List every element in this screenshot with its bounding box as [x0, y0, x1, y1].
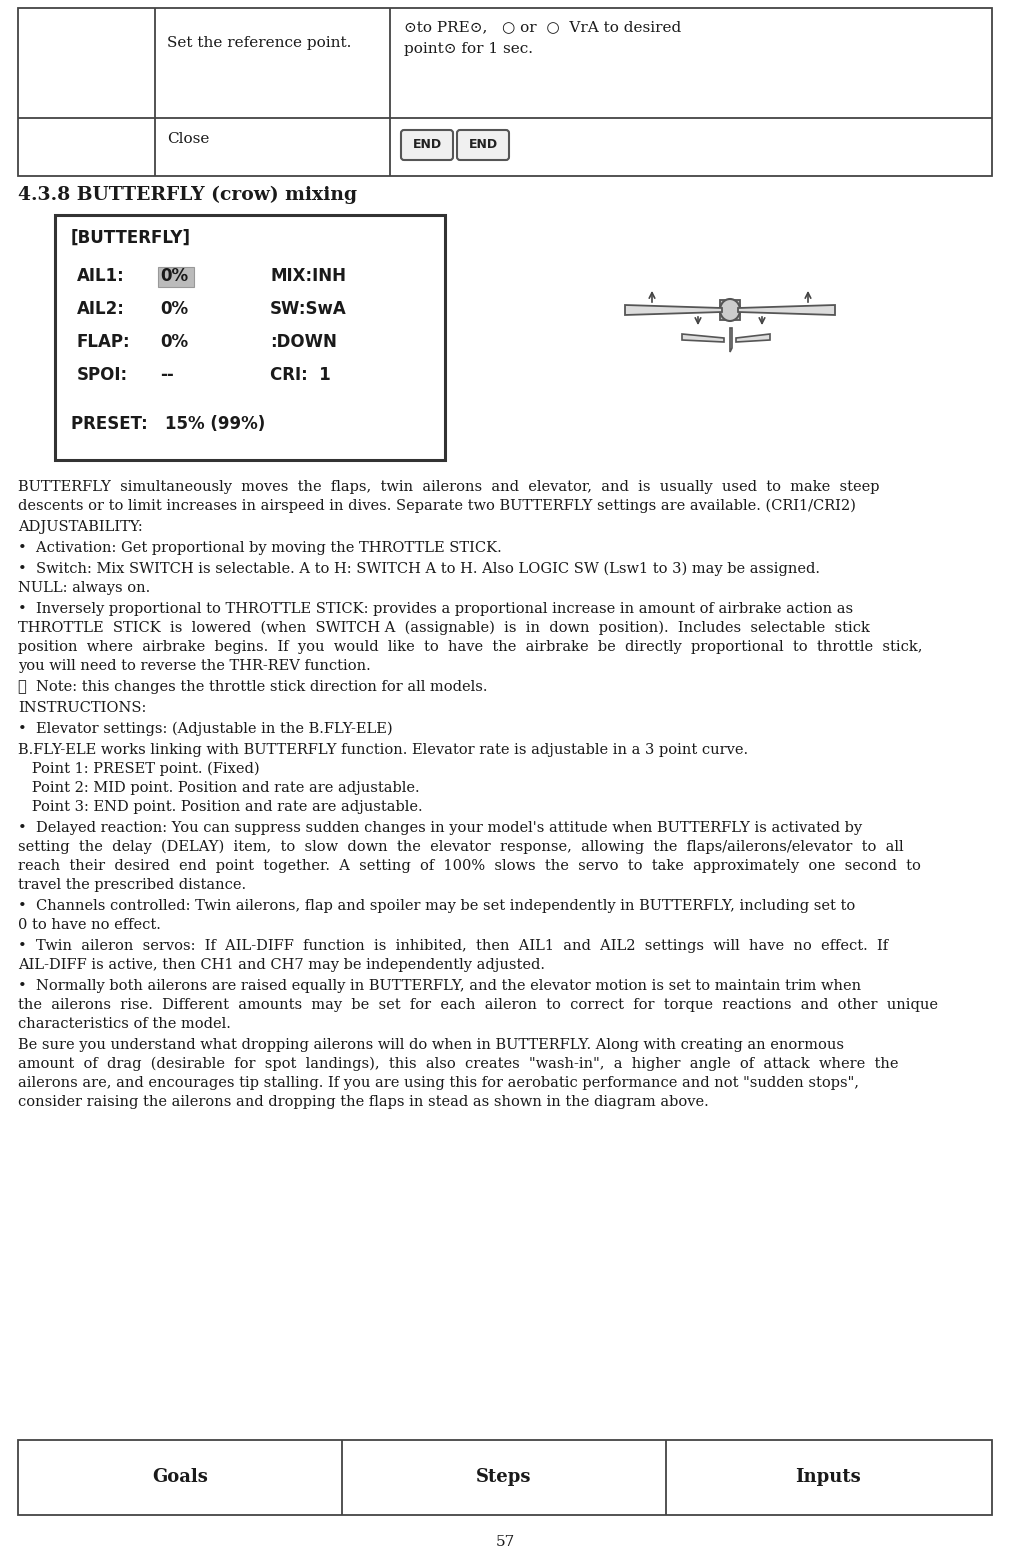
Text: consider raising the ailerons and dropping the flaps in stead as shown in the di: consider raising the ailerons and droppi… [18, 1096, 709, 1110]
Polygon shape [682, 334, 724, 342]
Bar [55, 214, 445, 460]
Text: •  Delayed reaction: You can suppress sudden changes in your model's attitude wh: • Delayed reaction: You can suppress sud… [18, 821, 863, 834]
Text: •  Twin  aileron  servos:  If  AIL-DIFF  function  is  inhibited,  then  AIL1  a: • Twin aileron servos: If AIL-DIFF funct… [18, 939, 888, 953]
Text: Goals: Goals [153, 1469, 208, 1486]
Text: FLAP:: FLAP: [77, 333, 130, 351]
FancyBboxPatch shape [457, 131, 509, 160]
Text: INSTRUCTIONS:: INSTRUCTIONS: [18, 701, 146, 715]
Text: [BUTTERFLY]: [BUTTERFLY] [71, 228, 191, 247]
Text: ADJUSTABILITY:: ADJUSTABILITY: [18, 521, 142, 535]
Bar [158, 267, 194, 287]
Text: position  where  airbrake  begins.  If  you  would  like  to  have  the  airbrak: position where airbrake begins. If you w… [18, 640, 922, 654]
Text: CRI:  1: CRI: 1 [270, 367, 330, 384]
Text: you will need to reverse the THR-REV function.: you will need to reverse the THR-REV fun… [18, 659, 371, 673]
Text: END: END [412, 138, 441, 151]
Text: 0%: 0% [160, 300, 188, 319]
Text: Point 1: PRESET point. (Fixed): Point 1: PRESET point. (Fixed) [18, 761, 260, 777]
Text: B.FLY-ELE works linking with BUTTERFLY function. Elevator rate is adjustable in : B.FLY-ELE works linking with BUTTERFLY f… [18, 743, 748, 757]
Text: •  Activation: Get proportional by moving the THROTTLE STICK.: • Activation: Get proportional by moving… [18, 541, 502, 555]
Text: Point 2: MID point. Position and rate are adjustable.: Point 2: MID point. Position and rate ar… [18, 782, 419, 796]
Polygon shape [625, 305, 722, 315]
Text: SW:SwA: SW:SwA [270, 300, 346, 319]
Text: PRESET:   15% (99%): PRESET: 15% (99%) [71, 415, 266, 434]
Text: reach  their  desired  end  point  together.  A  setting  of  100%  slows  the  : reach their desired end point together. … [18, 859, 921, 873]
Text: 4.3.8 BUTTERFLY (crow) mixing: 4.3.8 BUTTERFLY (crow) mixing [18, 186, 358, 204]
Polygon shape [736, 334, 770, 342]
Text: point⊙ for 1 sec.: point⊙ for 1 sec. [404, 42, 533, 56]
Text: Point 3: END point. Position and rate are adjustable.: Point 3: END point. Position and rate ar… [18, 800, 422, 814]
Text: --: -- [160, 367, 174, 384]
Text: AIL-DIFF is active, then CH1 and CH7 may be independently adjusted.: AIL-DIFF is active, then CH1 and CH7 may… [18, 957, 545, 971]
Text: Close: Close [167, 132, 209, 146]
Text: amount  of  drag  (desirable  for  spot  landings),  this  also  creates  "wash-: amount of drag (desirable for spot landi… [18, 1057, 899, 1071]
Text: 0%: 0% [160, 333, 188, 351]
Text: •  Inversely proportional to THROTTLE STICK: provides a proportional increase in: • Inversely proportional to THROTTLE STI… [18, 601, 853, 615]
FancyBboxPatch shape [401, 131, 453, 160]
Text: descents or to limit increases in airspeed in dives. Separate two BUTTERFLY sett: descents or to limit increases in airspe… [18, 499, 855, 513]
Text: •  Elevator settings: (Adjustable in the B.FLY-ELE): • Elevator settings: (Adjustable in the … [18, 723, 393, 737]
Text: Steps: Steps [477, 1469, 531, 1486]
Text: Be sure you understand what dropping ailerons will do when in BUTTERFLY. Along w: Be sure you understand what dropping ail… [18, 1038, 844, 1052]
Text: :DOWN: :DOWN [270, 333, 337, 351]
Text: •  Channels controlled: Twin ailerons, flap and spoiler may be set independently: • Channels controlled: Twin ailerons, fl… [18, 900, 855, 914]
Bar [720, 300, 740, 320]
Text: ⊙to PRE⊙,   ○ or  ○  VrA to desired: ⊙to PRE⊙, ○ or ○ VrA to desired [404, 20, 682, 34]
Text: characteristics of the model.: characteristics of the model. [18, 1016, 231, 1030]
Text: Inputs: Inputs [795, 1469, 861, 1486]
Text: AIL1:: AIL1: [77, 267, 125, 284]
Bar [18, 8, 992, 176]
Text: END: END [469, 138, 498, 151]
Text: ailerons are, and encourages tip stalling. If you are using this for aerobatic p: ailerons are, and encourages tip stallin… [18, 1075, 858, 1089]
Text: NULL: always on.: NULL: always on. [18, 581, 150, 595]
Text: •  Switch: Mix SWITCH is selectable. A to H: SWITCH A to H. Also LOGIC SW (Lsw1 : • Switch: Mix SWITCH is selectable. A to… [18, 563, 820, 577]
Text: Set the reference point.: Set the reference point. [167, 36, 351, 50]
Text: •  Normally both ailerons are raised equally in BUTTERFLY, and the elevator moti: • Normally both ailerons are raised equa… [18, 979, 862, 993]
Ellipse shape [720, 298, 740, 322]
Text: AIL2:: AIL2: [77, 300, 125, 319]
Bar [18, 1441, 992, 1515]
Text: MIX:INH: MIX:INH [270, 267, 346, 284]
Text: 0%: 0% [160, 267, 188, 284]
Text: 0 to have no effect.: 0 to have no effect. [18, 918, 161, 932]
Text: SPOI:: SPOI: [77, 367, 128, 384]
Text: travel the prescribed distance.: travel the prescribed distance. [18, 878, 246, 892]
Text: THROTTLE  STICK  is  lowered  (when  SWITCH A  (assignable)  is  in  down  posit: THROTTLE STICK is lowered (when SWITCH A… [18, 622, 870, 636]
Polygon shape [738, 305, 835, 315]
Text: 57: 57 [495, 1535, 515, 1549]
Text: ☉  Note: this changes the throttle stick direction for all models.: ☉ Note: this changes the throttle stick … [18, 681, 488, 695]
Polygon shape [730, 328, 732, 353]
Text: BUTTERFLY  simultaneously  moves  the  flaps,  twin  ailerons  and  elevator,  a: BUTTERFLY simultaneously moves the flaps… [18, 480, 880, 494]
Text: the  ailerons  rise.  Different  amounts  may  be  set  for  each  aileron  to  : the ailerons rise. Different amounts may… [18, 998, 938, 1012]
Text: setting  the  delay  (DELAY)  item,  to  slow  down  the  elevator  response,  a: setting the delay (DELAY) item, to slow … [18, 841, 904, 855]
